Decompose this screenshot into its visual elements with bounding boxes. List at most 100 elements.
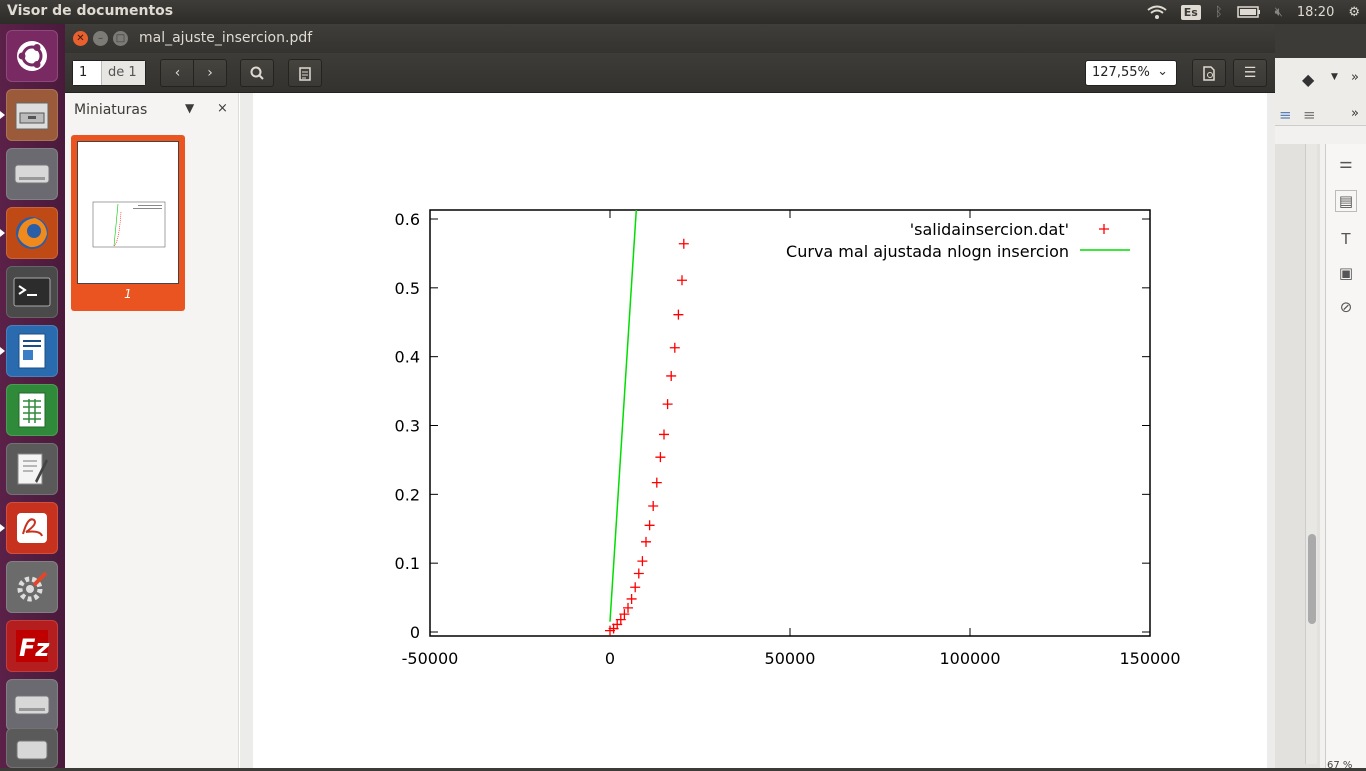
background-window-titlebar <box>1275 24 1366 58</box>
disk-drive-icon[interactable] <box>6 148 58 200</box>
chevron-down-icon[interactable]: ▼ <box>185 101 195 115</box>
wifi-icon[interactable] <box>1147 5 1167 19</box>
close-sidebar-icon[interactable]: × <box>217 101 228 116</box>
scatter-chart: -50000 0 50000 100000 150000 0 0.1 0.2 0.3 0.4 0.5… <box>395 209 1181 668</box>
data-point <box>637 556 648 567</box>
properties-sliders-icon[interactable]: ⚌ <box>1339 154 1353 172</box>
side-panel-icons: ⚌ ▤ T ▣ ⊘ <box>1325 144 1366 768</box>
x-tick-label: 150000 <box>1119 649 1180 668</box>
scrollbar-thumb[interactable] <box>1308 534 1316 624</box>
data-point <box>630 582 641 593</box>
files-icon[interactable] <box>6 89 58 141</box>
fit-line <box>609 209 638 622</box>
document-view[interactable]: -50000 0 50000 100000 150000 0 0.1 0.2 0.3 0.4 0.5… <box>240 93 1275 768</box>
data-point <box>648 501 659 512</box>
maximize-window-button[interactable]: □ <box>113 31 128 46</box>
navigator-icon[interactable]: ⊘ <box>1339 298 1353 316</box>
sidebar-header: Miniaturas ▼ × <box>65 93 238 127</box>
y-tick-label: 0.1 <box>395 554 420 573</box>
clock[interactable]: 18:20 <box>1296 4 1335 20</box>
launcher: Fz <box>0 24 65 768</box>
data-point <box>678 238 689 249</box>
data-point <box>615 614 626 625</box>
thumbnail-preview <box>77 141 179 284</box>
chevron-down-icon: ⌄ <box>1157 64 1168 79</box>
clipboard-icon <box>299 66 311 81</box>
battery-icon[interactable] <box>1236 6 1261 18</box>
terminal-icon[interactable] <box>6 266 58 318</box>
more-icon[interactable]: » <box>1351 70 1359 85</box>
data-point <box>659 429 669 440</box>
menu-button[interactable]: ☰ <box>1233 59 1267 87</box>
text-editor-icon[interactable] <box>6 443 58 495</box>
minimize-window-button[interactable]: – <box>93 31 108 46</box>
page-number-input[interactable]: 1 <box>73 61 101 85</box>
data-point <box>623 602 633 613</box>
scrollbar[interactable] <box>1305 144 1317 764</box>
system-settings-icon[interactable] <box>6 561 58 613</box>
y-tick-label: 0.2 <box>395 485 420 504</box>
sidebar-mode-label[interactable]: Miniaturas <box>74 102 148 118</box>
search-button[interactable] <box>240 59 274 87</box>
legend-label-points: 'salidainsercion.dat' <box>910 220 1069 239</box>
firefox-icon[interactable] <box>6 207 58 259</box>
pdf-page: -50000 0 50000 100000 150000 0 0.1 0.2 0.3 0.4 0.5… <box>253 93 1267 768</box>
next-page-button[interactable]: › <box>193 59 227 87</box>
system-tray: Es ᛒ 🔇︎ 18:20 ⚙ <box>1147 0 1366 24</box>
annotations-button[interactable] <box>288 59 322 87</box>
align-left-icon[interactable]: ≡ <box>1279 106 1292 124</box>
thumbnail-page-number: 1 <box>124 287 132 301</box>
data-point <box>677 275 687 286</box>
background-window-toolbar: ◆ ▼ » ≡ ≡ » <box>1275 58 1366 126</box>
window-title: mal_ajuste_insercion.pdf <box>139 30 313 46</box>
zoom-status: 67 % <box>1327 760 1353 771</box>
page-selector: 1 de 1 <box>72 60 146 86</box>
chevron-down-icon[interactable]: ▼ <box>1331 72 1338 82</box>
close-window-button[interactable]: ✕ <box>73 31 88 46</box>
more-icon[interactable]: » <box>1351 106 1359 121</box>
data-point <box>633 568 644 579</box>
diamond-icon[interactable]: ◆ <box>1302 70 1315 89</box>
top-panel: Visor de documentos Es ᛒ 🔇︎ 18:20 ⚙ <box>0 0 1366 24</box>
x-tick-label: 100000 <box>939 649 1000 668</box>
page-layout-icon[interactable]: ▤ <box>1335 190 1357 212</box>
sidebar: Miniaturas ▼ × 1 <box>65 93 239 768</box>
data-point <box>644 520 655 531</box>
data-point <box>655 452 666 463</box>
app-name: Visor de documentos <box>7 3 174 19</box>
data-point <box>641 536 651 547</box>
view-mode-button[interactable] <box>1192 59 1226 87</box>
settings-gear-icon[interactable]: ⚙ <box>1348 4 1360 20</box>
window-titlebar: ✕ – □ mal_ajuste_insercion.pdf <box>65 24 1275 53</box>
data-point <box>626 593 637 604</box>
y-tick-label: 0.6 <box>395 210 420 229</box>
disk-drive-icon[interactable] <box>6 679 58 731</box>
zoom-select[interactable]: 127,55% ⌄ <box>1085 60 1177 86</box>
gallery-icon[interactable]: ▣ <box>1338 264 1354 282</box>
volume-muted-icon[interactable]: 🔇︎ <box>1274 4 1283 20</box>
styles-icon[interactable]: T <box>1341 230 1351 248</box>
keyboard-layout-indicator[interactable]: Es <box>1180 4 1201 20</box>
page-thumbnail[interactable]: 1 <box>71 135 185 311</box>
search-icon <box>250 66 264 80</box>
hamburger-menu-icon: ☰ <box>1243 65 1257 81</box>
document-viewer-window: ✕ – □ mal_ajuste_insercion.pdf 1 de 1 ‹ … <box>65 24 1275 768</box>
data-point <box>673 309 684 320</box>
libreoffice-calc-icon[interactable] <box>6 384 58 436</box>
libreoffice-writer-icon[interactable] <box>6 325 58 377</box>
ubuntu-dash-icon[interactable] <box>6 30 58 82</box>
plot-frame <box>429 209 1151 637</box>
document-viewer-icon[interactable] <box>6 502 58 554</box>
document-icon <box>1203 65 1215 81</box>
previous-page-button[interactable]: ‹ <box>160 59 194 87</box>
filezilla-icon[interactable]: Fz <box>6 620 58 672</box>
toolbar: 1 de 1 ‹ › 127,55% ⌄ ☰ <box>65 53 1275 93</box>
align-justify-icon[interactable]: ≡ <box>1303 106 1316 124</box>
svg-text:Fz: Fz <box>19 634 50 662</box>
x-tick-label: 50000 <box>765 649 816 668</box>
trash-icon[interactable] <box>6 728 58 768</box>
chevron-left-icon: ‹ <box>174 65 181 81</box>
bluetooth-icon[interactable]: ᛒ <box>1214 4 1223 20</box>
y-tick-label: 0 <box>410 623 420 642</box>
chevron-right-icon: › <box>207 65 213 81</box>
